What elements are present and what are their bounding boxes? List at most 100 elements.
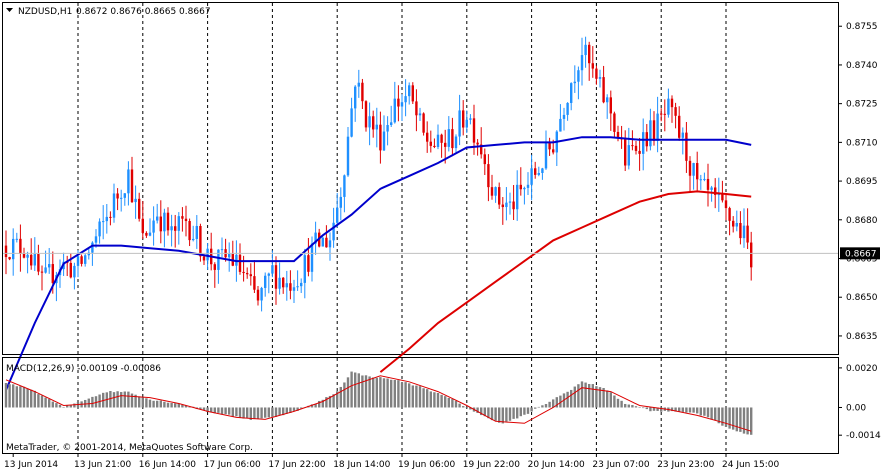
macd-bar	[332, 394, 335, 408]
macd-bar	[681, 407, 684, 412]
ma-slow-line	[379, 190, 752, 373]
macd-bar	[116, 391, 119, 408]
macd-bar	[548, 401, 551, 408]
candle	[613, 111, 616, 138]
macd-bar	[267, 407, 270, 418]
candle	[451, 117, 454, 157]
price-tick-label: 0.8665	[846, 255, 878, 265]
macd-pane-border	[2, 357, 839, 454]
macd-bar	[8, 384, 11, 408]
candle	[706, 163, 710, 207]
candle	[26, 251, 29, 274]
macd-bar	[454, 400, 458, 408]
macd-pane[interactable]: MACD(12,26,9) -0.00109 -0.00086 MetaTrad…	[2, 357, 839, 454]
macd-bar	[476, 407, 479, 414]
macd-bar	[300, 407, 303, 409]
candle	[379, 111, 382, 164]
macd-bar	[4, 382, 8, 408]
macd-bar	[361, 375, 364, 408]
candle	[12, 228, 15, 276]
candle	[44, 250, 47, 274]
macd-bar	[519, 407, 522, 417]
price-tick-label: 0.8710	[846, 138, 878, 148]
candle	[228, 242, 231, 272]
candle	[325, 225, 328, 248]
candle	[480, 127, 483, 159]
candle	[80, 254, 83, 267]
candle	[660, 108, 663, 122]
macd-bar	[156, 400, 159, 408]
macd-bar	[123, 391, 126, 408]
pane-collapse-icon[interactable]	[6, 8, 13, 12]
macd-bar	[544, 404, 548, 408]
candle	[559, 104, 562, 132]
macd-bar	[447, 397, 450, 408]
macd-bar	[346, 377, 350, 408]
candle	[562, 107, 566, 131]
candle	[69, 253, 72, 279]
macd-bar	[469, 407, 472, 410]
macd-bar	[541, 405, 544, 408]
macd-bar	[339, 386, 342, 408]
macd-bar	[609, 392, 612, 408]
candle	[148, 218, 152, 237]
price-tick-label: 0.8650	[846, 293, 878, 303]
candle	[487, 154, 490, 202]
candle	[462, 100, 465, 136]
macd-bar	[91, 396, 94, 408]
candle	[181, 207, 184, 232]
macd-bar	[606, 390, 609, 408]
candles[interactable]	[4, 36, 753, 312]
macd-bar	[145, 398, 148, 408]
candle	[728, 206, 731, 236]
macd-bar	[494, 407, 497, 421]
macd-bar	[224, 407, 227, 415]
macd-bar	[220, 407, 224, 415]
candle	[152, 206, 155, 246]
candle	[289, 270, 292, 300]
candle	[84, 253, 87, 267]
candle	[393, 81, 396, 124]
candle	[397, 85, 400, 122]
macd-bar	[177, 403, 180, 408]
macd-bar	[314, 403, 317, 408]
macd-bar	[148, 399, 152, 408]
candle	[534, 161, 537, 179]
macd-bar	[444, 396, 447, 408]
candle	[350, 97, 353, 138]
ohlc-label: 0.8672 0.8676 0.8665 0.8667	[76, 7, 211, 17]
candle	[724, 194, 728, 221]
candle	[699, 174, 702, 190]
macd-bar	[591, 384, 594, 408]
candle	[750, 231, 753, 281]
macd-bar	[40, 395, 44, 408]
macd-bar	[537, 406, 540, 408]
candle	[267, 272, 270, 294]
macd-bar	[163, 401, 166, 408]
macd-bar	[217, 407, 220, 413]
macd-bar	[228, 407, 231, 415]
macd-bar	[382, 378, 386, 408]
candle	[271, 250, 274, 278]
macd-bar	[580, 381, 584, 408]
macd-bar	[688, 407, 692, 413]
macd-bar	[397, 380, 400, 408]
macd-bar	[458, 403, 461, 408]
candle	[732, 216, 735, 233]
macd-tick-label: -0.0014	[846, 431, 881, 441]
copyright-label: MetaTrader, © 2001-2014, MetaQuotes Soft…	[6, 443, 253, 453]
macd-bar	[674, 407, 677, 412]
candle	[595, 65, 598, 85]
price-pane[interactable]: NZDUSD,H1 0.8672 0.8676 0.8665 0.8667	[2, 2, 839, 391]
candle	[609, 90, 612, 131]
candle	[688, 156, 692, 193]
macd-bar	[710, 407, 713, 420]
candle	[469, 114, 472, 125]
macd-bar	[530, 407, 533, 412]
candle	[537, 166, 540, 177]
macd-bar	[98, 394, 101, 408]
macd-bar	[249, 407, 252, 420]
macd-bar	[321, 399, 324, 408]
candle	[634, 141, 638, 155]
